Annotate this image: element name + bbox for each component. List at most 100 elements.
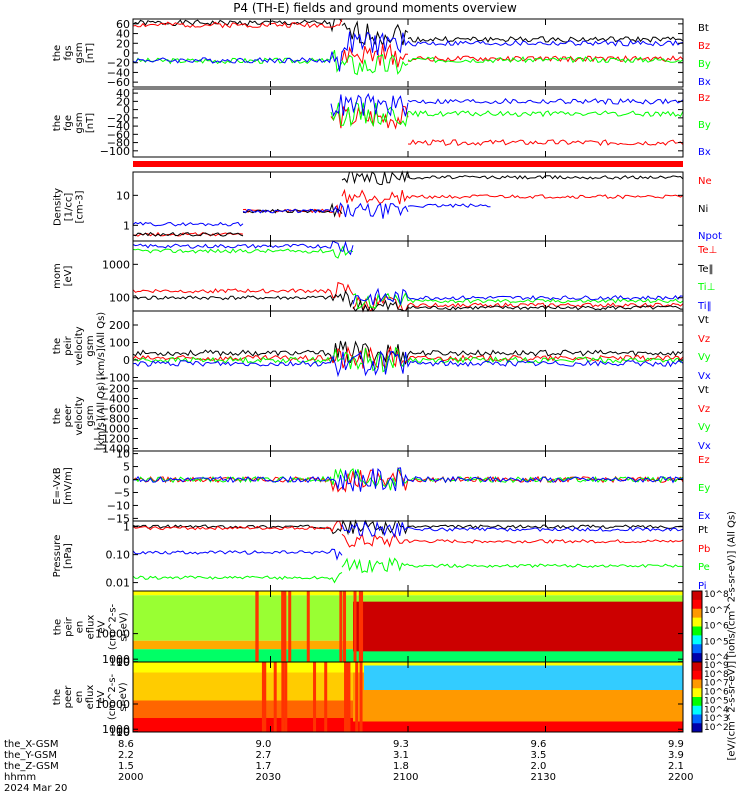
- colorbar-segment: [692, 714, 702, 724]
- y-tick-label: 40: [116, 87, 130, 100]
- y-tick-label: −1200: [93, 433, 130, 446]
- legend-pressure-3: Pi: [698, 581, 707, 592]
- footer-column: 9.0 2.7 1.7 2030: [256, 739, 281, 783]
- y-tick-label: 0: [123, 354, 130, 367]
- series-line-density-0: [133, 188, 684, 237]
- ylabel-line: mom: [52, 263, 63, 289]
- panel-frame: [132, 450, 684, 522]
- legend-density-2: Npot: [698, 231, 722, 242]
- footer-value-x: 9.0: [255, 739, 272, 750]
- panel-ylabel-pressure: Pressure [nPa]: [52, 521, 108, 591]
- y-tick-label: −1000: [93, 423, 130, 436]
- legend-temp-3: Ti‖: [698, 301, 712, 312]
- legend-peer_vel-3: Vx: [698, 441, 711, 452]
- y-tick-label: −100: [100, 372, 130, 385]
- legend-fgs-3: Bx: [698, 77, 711, 88]
- ylabel-line: (cm^2-s-: [107, 673, 118, 721]
- heatmap-region: [364, 665, 683, 690]
- ylabel-line: [eV]: [63, 265, 74, 287]
- footer-column: 9.3 3.1 1.8 2100: [393, 739, 418, 783]
- y-tick-label: −600: [100, 403, 130, 416]
- footer-date-label: 2024 Mar 20: [4, 783, 68, 794]
- ylabel-line: peer: [63, 404, 74, 428]
- series-line-density-1: [132, 170, 684, 237]
- colorbar-segment: [692, 635, 702, 645]
- ylabel-line: the: [52, 618, 63, 635]
- footer-value-y: 3.1: [393, 750, 409, 761]
- legend-temp-2: Ti⊥: [698, 282, 716, 294]
- ylabel-line: Pressure: [52, 534, 63, 578]
- colorbar-tick-label: 10^7: [704, 679, 729, 689]
- footer-value-y: 2.7: [255, 750, 272, 761]
- panel-ylabel-peir_vel: the peir velocity gsm [km/s](All Qs): [52, 311, 108, 381]
- series-line-pressure-1: [132, 520, 684, 548]
- ylabel-line: en: [74, 690, 85, 704]
- panel-ylabel-peer_vel: the peer velocity gsm [km/s](All Qs): [52, 381, 108, 451]
- series-line-pressure-2: [132, 556, 684, 584]
- footer-column: 9.9 3.9 2.1 2200: [668, 739, 693, 783]
- colorbar-tick-label: 10^3: [704, 714, 729, 724]
- ylabel-line: [km/s](All Qs): [96, 381, 107, 451]
- legend-peir_vel-2: Vy: [698, 352, 711, 364]
- colorbar-tick-label: 10^2: [704, 723, 729, 733]
- colorbar-tick-label: 10^9: [704, 661, 729, 671]
- y-tick-label: 100: [109, 726, 130, 739]
- heatmap-burst: [353, 591, 357, 662]
- heatmap-burst: [281, 591, 285, 662]
- colorbar-segment: [692, 653, 702, 663]
- footer-value-y: 3.5: [530, 750, 547, 761]
- y-tick-label: −1400: [93, 443, 130, 456]
- legend-pressure-1: Pb: [698, 543, 711, 555]
- legend-fge-2: Bx: [698, 147, 711, 158]
- ylabel-line: [nT]: [85, 112, 96, 134]
- colorbar-segment: [692, 705, 702, 715]
- ylabel-line: peir: [63, 336, 74, 356]
- colorbar-segment: [692, 697, 702, 707]
- footer-value-y: 2.2: [118, 750, 134, 761]
- y-tick-label: 10: [116, 189, 130, 202]
- panel-pressure: 0.01 0.10 1: [106, 519, 684, 592]
- legend-peir_vel-3: Vx: [698, 371, 711, 382]
- ylabel-line: E=-VxB: [52, 467, 63, 505]
- y-tick-label: −20: [107, 112, 130, 125]
- colorbar-segment: [692, 670, 702, 680]
- panel-frame: [132, 380, 684, 452]
- footer-z-label: the_Z-GSM: [4, 761, 59, 772]
- colorbar-peir_en: 10^8 10^7 10^6 10^5 10^4: [691, 590, 729, 663]
- y-tick-label: 100: [109, 337, 130, 350]
- ylabel-line: eflux: [85, 684, 96, 710]
- y-tick-label: 100: [109, 656, 130, 669]
- series-line-peir_vel-2: [132, 346, 684, 373]
- footer-y-label: the_Y-GSM: [4, 750, 58, 761]
- ylabel-line: velocity: [74, 396, 85, 436]
- colorbar-label: [eV/(cm^2-s-sr-eV)] [ions/(cm^2-s-sr-eV)…: [726, 510, 738, 761]
- colorbar-tick-label: 10^7: [704, 606, 729, 616]
- ylabel-line: peer: [63, 685, 74, 709]
- panel-peer_vel: −1400−1200−1000−800−600−400−200: [93, 380, 684, 456]
- ylabel-line: eV: [96, 620, 107, 633]
- ylabel-line: velocity: [74, 326, 85, 366]
- panel-ylabel-peir_en: the peir en eflux eV (cm^2-s-sr-eV): [52, 591, 129, 662]
- heatmap-burst: [284, 662, 288, 732]
- y-tick-label: 0.01: [106, 577, 131, 590]
- y-tick-label: 1: [123, 521, 130, 534]
- panel-frame: [132, 88, 684, 158]
- y-tick-label: 1000: [102, 258, 130, 271]
- footer-value-z: 1.7: [255, 761, 272, 772]
- legend-fgs-1: Bz: [698, 41, 711, 52]
- heatmap-burst: [273, 662, 277, 732]
- colorbar-tick-label: 10^4: [704, 705, 729, 715]
- footer-value-t: 2000: [118, 772, 144, 783]
- y-tick-label: −800: [100, 413, 130, 426]
- panel-frame: [132, 520, 684, 592]
- colorbar-segment: [692, 608, 702, 619]
- legend-density-1: Ni: [698, 203, 709, 215]
- y-tick-label: −15: [107, 512, 130, 525]
- colorbar-segment: [692, 662, 702, 672]
- colorbar-frame: [691, 661, 703, 733]
- footer-column: 8.6 2.2 1.5 2000: [118, 739, 143, 783]
- colorbar-segment: [692, 723, 702, 733]
- ylabel-line: fge: [63, 114, 74, 132]
